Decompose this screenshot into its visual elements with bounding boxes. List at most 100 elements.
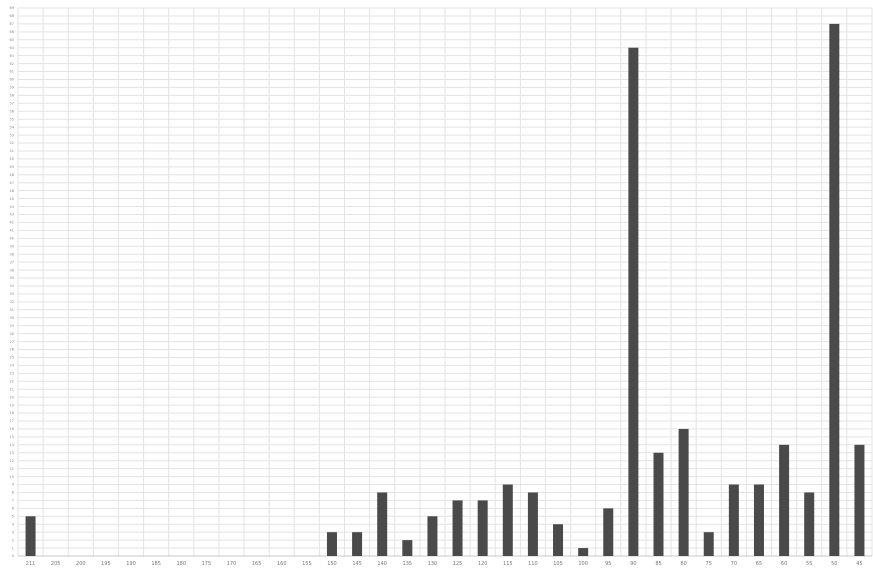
y-tick-label: 53 xyxy=(10,133,14,137)
y-tick-label: 5 xyxy=(12,514,14,518)
bar-90 xyxy=(628,47,639,556)
y-tick-label: 44 xyxy=(10,205,15,209)
x-tick-label: 125 xyxy=(453,561,463,567)
bar-50 xyxy=(829,23,840,557)
x-tick-label: 60 xyxy=(781,561,787,567)
x-tick-label: 95 xyxy=(605,561,611,567)
x-tick-label: 211 xyxy=(26,561,36,567)
x-tick-label: 175 xyxy=(202,561,212,567)
x-tick-label: 190 xyxy=(126,561,136,567)
x-tick-label: 160 xyxy=(277,561,287,567)
y-tick-label: 34 xyxy=(10,284,15,288)
y-tick-label: 10 xyxy=(10,475,14,479)
y-tick-label: 62 xyxy=(10,62,14,66)
x-tick-label: 85 xyxy=(655,561,661,567)
bar-110 xyxy=(527,492,538,556)
bar-125 xyxy=(452,500,463,556)
x-tick-label: 165 xyxy=(252,561,262,567)
y-tick-label: 23 xyxy=(10,372,14,376)
y-tick-label: 47 xyxy=(10,181,14,185)
y-tick-label: 41 xyxy=(10,229,14,233)
x-tick-label: 90 xyxy=(630,561,636,567)
bar-65 xyxy=(753,484,764,556)
y-tick-label: 21 xyxy=(10,387,14,391)
bar-60 xyxy=(779,444,790,556)
x-tick-label: 155 xyxy=(302,561,312,567)
x-tick-label: 185 xyxy=(151,561,161,567)
x-tick-label: 65 xyxy=(756,561,762,567)
bar-55 xyxy=(804,492,815,556)
bar-45 xyxy=(854,444,865,556)
x-tick-label: 145 xyxy=(352,561,362,567)
x-tick-label: 130 xyxy=(428,561,438,567)
y-tick-label: 55 xyxy=(10,117,14,121)
x-tick-label: 70 xyxy=(731,561,737,567)
x-tick-label: 195 xyxy=(101,561,111,567)
y-tick-label: 48 xyxy=(10,173,14,177)
y-tick-label: 45 xyxy=(10,197,14,201)
y-tick-label: 59 xyxy=(10,86,14,90)
y-tick-label: 43 xyxy=(10,213,14,217)
y-tick-label: 64 xyxy=(10,46,15,50)
bar-85 xyxy=(653,452,664,556)
bar-95 xyxy=(603,508,614,556)
x-tick-label: 205 xyxy=(51,561,61,567)
y-tick-label: 51 xyxy=(10,149,14,153)
x-tick-label: 105 xyxy=(553,561,563,567)
y-tick-label: 12 xyxy=(10,459,14,463)
bar-115 xyxy=(502,484,513,556)
y-tick-label: 50 xyxy=(10,157,14,161)
y-tick-label: 68 xyxy=(10,14,14,18)
y-tick-label: 35 xyxy=(10,276,14,280)
bar-75 xyxy=(703,532,714,556)
y-tick-label: 52 xyxy=(10,141,14,145)
bar-70 xyxy=(728,484,739,556)
y-tick-label: 19 xyxy=(10,403,14,407)
y-tick-label: 33 xyxy=(10,292,14,296)
y-tick-label: 40 xyxy=(10,237,14,241)
x-tick-label: 140 xyxy=(377,561,387,567)
x-axis-ticks: 211 205 200 195 190 185 180 175 170 165 160 155 150 1… xyxy=(26,561,863,567)
y-tick-label: 30 xyxy=(10,316,14,320)
y-tick-label: 13 xyxy=(10,451,14,455)
x-tick-label: 115 xyxy=(503,561,513,567)
y-tick-label: 15 xyxy=(10,435,14,439)
y-tick-label: 37 xyxy=(10,260,14,264)
bar-150 xyxy=(326,532,337,556)
gridlines xyxy=(17,7,873,557)
y-tick-label: 3 xyxy=(12,530,14,534)
y-tick-label: 7 xyxy=(12,499,14,503)
y-tick-label: 31 xyxy=(10,308,14,312)
y-tick-label: 58 xyxy=(10,94,14,98)
y-tick-label: 6 xyxy=(12,507,14,511)
bar-145 xyxy=(352,532,363,556)
y-tick-label: 38 xyxy=(10,252,14,256)
y-tick-label: 29 xyxy=(10,324,14,328)
y-tick-label: 28 xyxy=(10,332,14,336)
x-tick-label: 45 xyxy=(856,561,862,567)
bar-135 xyxy=(402,540,413,556)
y-tick-label: 36 xyxy=(10,268,14,272)
x-tick-label: 100 xyxy=(578,561,588,567)
x-tick-label: 110 xyxy=(528,561,538,567)
y-tick-label: 61 xyxy=(10,70,14,74)
y-tick-label: 1 xyxy=(12,546,14,550)
bar-120 xyxy=(477,500,488,556)
y-tick-label: 60 xyxy=(10,78,14,82)
y-tick-label: 11 xyxy=(10,467,14,471)
y-tick-label: 9 xyxy=(12,483,14,487)
bar-80 xyxy=(678,428,689,556)
y-tick-label: 27 xyxy=(10,340,14,344)
y-tick-label: 20 xyxy=(10,395,14,399)
x-tick-label: 55 xyxy=(806,561,812,567)
y-tick-label: 18 xyxy=(10,411,14,415)
x-tick-label: 80 xyxy=(680,561,686,567)
y-tick-label: 42 xyxy=(10,221,14,225)
y-tick-label: 25 xyxy=(10,356,14,360)
y-tick-label: 17 xyxy=(10,419,14,423)
y-tick-label: 22 xyxy=(10,379,14,383)
y-tick-label: 65 xyxy=(10,38,14,42)
y-axis-ticks: 0123456789101112131415161718192021222324… xyxy=(10,6,15,558)
